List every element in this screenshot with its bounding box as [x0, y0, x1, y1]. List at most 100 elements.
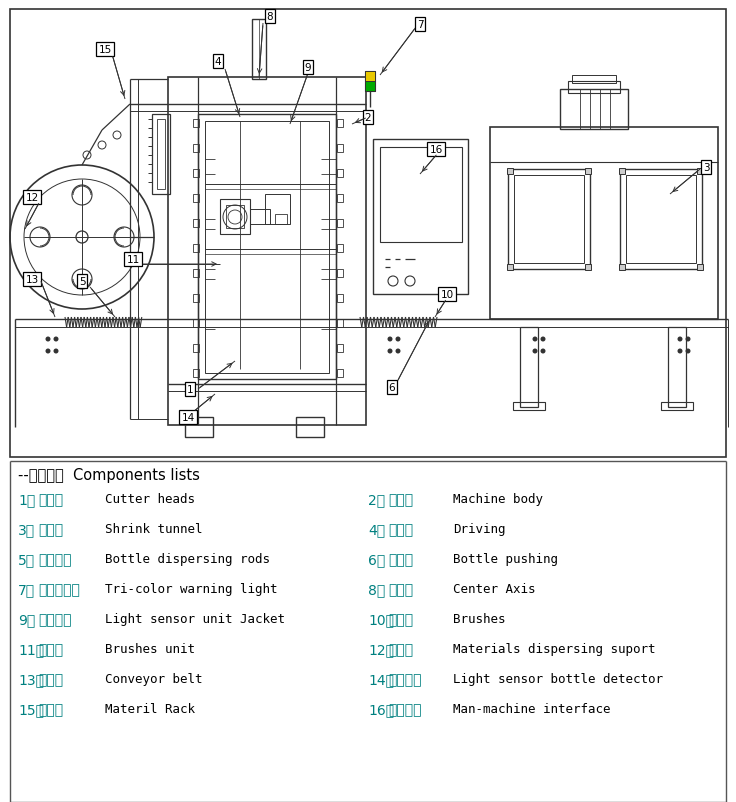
Text: 11: 11	[127, 255, 140, 265]
Circle shape	[685, 349, 690, 354]
Bar	[380, 148, 462, 243]
Bar	[337, 345, 343, 353]
Circle shape	[678, 337, 682, 342]
Text: 5: 5	[79, 277, 85, 286]
Circle shape	[30, 228, 50, 248]
Text: 13、: 13、	[18, 672, 44, 687]
Circle shape	[540, 337, 545, 342]
Text: --部件说明  Components lists: --部件说明 Components lists	[18, 468, 200, 483]
Bar	[275, 215, 287, 225]
Text: 中心柱: 中心柱	[388, 582, 413, 596]
Text: 2、: 2、	[368, 492, 385, 506]
Text: 12: 12	[25, 192, 38, 203]
Bar	[490, 128, 718, 320]
Text: 9、: 9、	[18, 612, 35, 626]
Bar	[193, 145, 199, 153]
Bar	[185, 418, 213, 437]
Bar	[337, 370, 343, 378]
Text: 驱动组: 驱动组	[388, 522, 413, 537]
Circle shape	[46, 337, 51, 342]
Text: 机台组: 机台组	[388, 492, 413, 506]
Circle shape	[72, 186, 92, 206]
Bar	[585, 265, 591, 270]
Bar	[337, 245, 343, 253]
Text: Brushes unit: Brushes unit	[105, 642, 195, 656]
Text: Materials dispersing suport: Materials dispersing suport	[453, 642, 656, 656]
Bar	[668, 327, 686, 407]
Circle shape	[533, 337, 537, 342]
Text: Tri-color warning light: Tri-color warning light	[105, 583, 277, 596]
Text: 收缩炉: 收缩炉	[38, 522, 63, 537]
Text: 4: 4	[215, 57, 222, 67]
Bar	[508, 170, 590, 269]
Bar	[365, 82, 375, 92]
Text: 刷下组: 刷下组	[38, 642, 63, 656]
Bar	[193, 294, 199, 302]
Bar	[193, 170, 199, 178]
Text: Man-machine interface: Man-machine interface	[453, 703, 610, 715]
Text: 电眼架组: 电眼架组	[38, 612, 71, 626]
Text: 人机界面: 人机界面	[388, 702, 422, 716]
Text: 3: 3	[703, 163, 710, 172]
Text: 馈料架: 馈料架	[38, 702, 63, 716]
Bar	[168, 78, 366, 426]
Bar	[250, 210, 270, 225]
Text: 3、: 3、	[18, 522, 35, 537]
Bar	[560, 90, 628, 130]
Text: Conveyor belt: Conveyor belt	[105, 673, 202, 686]
Text: 7、: 7、	[18, 582, 35, 596]
Text: 1、: 1、	[18, 492, 35, 506]
Bar	[507, 265, 513, 270]
Bar	[626, 176, 696, 264]
Bar	[296, 418, 324, 437]
Bar	[157, 119, 165, 190]
Bar	[337, 145, 343, 153]
Text: 1: 1	[187, 384, 194, 395]
Text: 三色警示灯: 三色警示灯	[38, 582, 80, 596]
Bar	[205, 122, 329, 374]
Bar	[661, 403, 693, 411]
Text: 6: 6	[389, 383, 395, 392]
Bar	[697, 265, 703, 270]
Text: 15: 15	[99, 45, 112, 55]
Bar	[337, 220, 343, 228]
Text: Bottle dispersing rods: Bottle dispersing rods	[105, 553, 270, 565]
Text: Machine body: Machine body	[453, 493, 543, 506]
Bar	[337, 195, 343, 203]
Text: 刀盘组: 刀盘组	[38, 492, 63, 506]
Circle shape	[72, 269, 92, 290]
Text: 料架组: 料架组	[388, 642, 413, 656]
Circle shape	[395, 337, 400, 342]
Circle shape	[533, 349, 537, 354]
Bar	[572, 76, 616, 84]
Text: 输送带: 输送带	[38, 672, 63, 687]
Text: 16: 16	[429, 145, 442, 155]
Bar	[568, 82, 620, 94]
Bar	[585, 168, 591, 175]
Bar	[193, 345, 199, 353]
Text: 8: 8	[266, 12, 273, 22]
Text: Light sensor bottle detector: Light sensor bottle detector	[453, 673, 663, 686]
Bar	[365, 72, 375, 82]
Bar	[193, 119, 199, 128]
Circle shape	[54, 349, 58, 354]
Bar	[373, 140, 468, 294]
Bar	[619, 265, 625, 270]
Circle shape	[387, 337, 392, 342]
Text: Light sensor unit Jacket: Light sensor unit Jacket	[105, 613, 285, 626]
Bar	[193, 269, 199, 277]
Circle shape	[395, 349, 400, 354]
Text: 7: 7	[417, 20, 423, 30]
Text: 16、: 16、	[368, 702, 394, 716]
Text: Materil Rack: Materil Rack	[105, 703, 195, 715]
Text: 4、: 4、	[368, 522, 385, 537]
Bar	[365, 72, 375, 92]
Bar	[226, 206, 244, 229]
Bar	[337, 269, 343, 277]
Bar	[337, 170, 343, 178]
Text: 12、: 12、	[368, 642, 394, 656]
Text: Brushes: Brushes	[453, 613, 506, 626]
Bar	[193, 220, 199, 228]
Text: 5、: 5、	[18, 553, 35, 566]
Text: 13: 13	[25, 274, 38, 285]
